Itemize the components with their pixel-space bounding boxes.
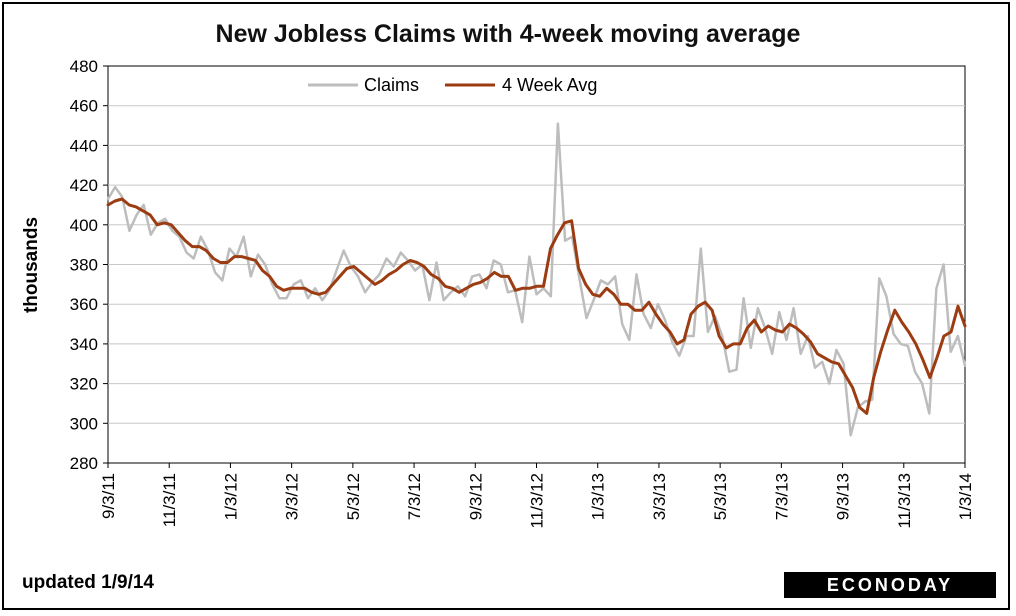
grid-lines bbox=[108, 105, 965, 424]
series-line-claims bbox=[106, 122, 967, 437]
y-tick-label: 420 bbox=[70, 176, 98, 195]
series-line-4-week-avg bbox=[106, 197, 967, 415]
x-tick-label: 9/3/13 bbox=[834, 473, 853, 520]
y-tick-label: 300 bbox=[70, 414, 98, 433]
x-tick-label: 1/3/12 bbox=[221, 473, 240, 520]
y-tick-label: 280 bbox=[70, 454, 98, 473]
x-tick-label: 1/3/14 bbox=[956, 473, 975, 520]
y-tick-label: 320 bbox=[70, 375, 98, 394]
x-tick-label: 9/3/12 bbox=[466, 473, 485, 520]
y-tick-label: 360 bbox=[70, 295, 98, 314]
x-tick-label: 5/3/12 bbox=[344, 473, 363, 520]
x-axis-ticks: 9/3/11 11/3/11 1/3/12 3/3/12 5/3/12 7/3/12 9/3… bbox=[99, 463, 975, 528]
x-tick-label: 11/3/11 bbox=[160, 473, 179, 527]
y-tick-label: 480 bbox=[70, 57, 98, 76]
y-axis-ticks: 280 300 320 340 360 380 400 420 440 460 480 bbox=[70, 57, 108, 473]
chart-title: New Jobless Claims with 4-week moving av… bbox=[215, 20, 801, 48]
y-tick-label: 460 bbox=[70, 97, 98, 116]
y-tick-label: 380 bbox=[70, 256, 98, 275]
y-tick-label: 340 bbox=[70, 335, 98, 354]
econoday-logo: ECONODAY bbox=[784, 572, 996, 598]
x-tick-label: 5/3/13 bbox=[711, 473, 730, 520]
x-tick-label: 3/3/12 bbox=[283, 473, 302, 520]
x-tick-label: 7/3/12 bbox=[405, 473, 424, 520]
x-tick-label: 3/3/13 bbox=[650, 473, 669, 520]
y-tick-label: 400 bbox=[70, 216, 98, 235]
y-tick-label: 440 bbox=[70, 136, 98, 155]
updated-note: updated 1/9/14 bbox=[22, 572, 154, 593]
x-tick-label: 11/3/12 bbox=[528, 473, 547, 528]
x-tick-label: 1/3/13 bbox=[589, 473, 608, 520]
x-tick-label: 11/3/13 bbox=[895, 473, 914, 528]
series-lines bbox=[106, 122, 967, 437]
x-tick-label: 9/3/11 bbox=[99, 473, 118, 519]
x-tick-label: 7/3/13 bbox=[772, 473, 791, 520]
legend: Claims 4 Week Avg bbox=[308, 75, 597, 95]
legend-label-4-week-avg: 4 Week Avg bbox=[502, 75, 597, 95]
legend-label-claims: Claims bbox=[364, 75, 419, 95]
y-axis-label: thousands bbox=[21, 217, 42, 313]
